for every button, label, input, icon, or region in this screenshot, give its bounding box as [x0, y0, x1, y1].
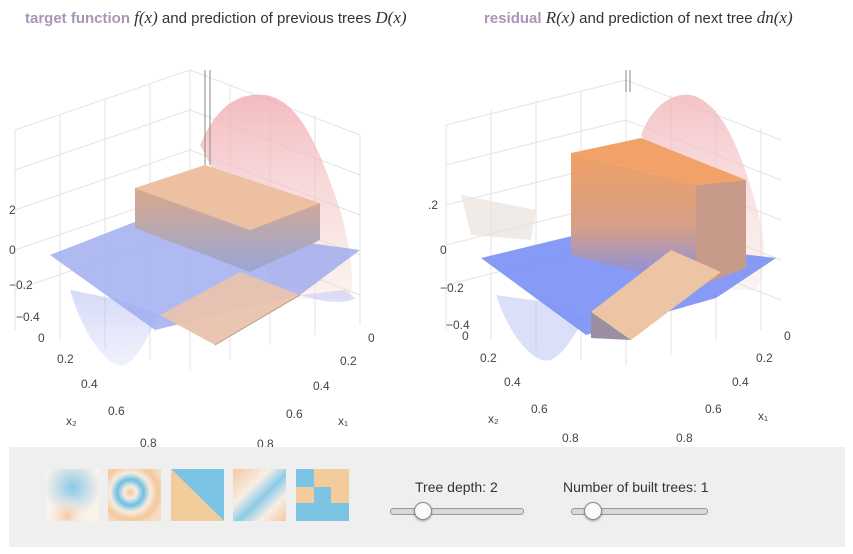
x1-axis-label: x₁	[758, 409, 768, 423]
function-thumbnail-diagonal-gradient[interactable]	[233, 469, 286, 521]
x1-tick: 0.4	[313, 379, 330, 393]
next-tree-front-slab	[591, 250, 721, 340]
next-tree-box-front	[571, 153, 696, 287]
x1-tick: 0.6	[705, 402, 722, 416]
x2-tick: 0	[38, 331, 45, 345]
prediction-front-slab	[160, 272, 300, 345]
function-thumbnail-rings[interactable]	[108, 469, 161, 521]
next-tree-box-right	[696, 180, 746, 287]
right-3d-plot[interactable]: .2 0 −0.2 −0.4 0 0.2 0.4 0.6 0.8 x₂ 0 0.…	[426, 40, 853, 445]
title-math-r: R(x)	[545, 8, 575, 27]
x2-axis-label: x₂	[66, 414, 77, 428]
diagonal-split-icon	[171, 469, 224, 521]
left-plot-canvas[interactable]: 2 0 −0.2 −0.4 0 0.2 0.4 0.6 0.8 x₂ 0 0.2…	[0, 40, 426, 451]
title-math-dn: dn(x)	[756, 8, 793, 27]
z-tick: −0.4	[446, 318, 470, 332]
x2-tick: 0.2	[57, 352, 74, 366]
tree-depth-slider-handle[interactable]	[414, 502, 432, 520]
rings-icon	[108, 469, 161, 521]
function-thumbnail-diagonal-split[interactable]	[171, 469, 224, 521]
z-tick: 2	[9, 203, 16, 217]
soft-blobs-icon	[46, 469, 99, 521]
x1-tick: 0.6	[286, 407, 303, 421]
x2-tick: 0.4	[81, 377, 98, 391]
tree-depth-slider-track[interactable]	[390, 508, 524, 515]
num-trees-slider-handle[interactable]	[584, 502, 602, 520]
prediction-box-side	[135, 188, 320, 272]
left-3d-plot[interactable]: 2 0 −0.2 −0.4 0 0.2 0.4 0.6 0.8 x₂ 0 0.2…	[0, 40, 426, 451]
x2-tick: 0.2	[480, 351, 497, 365]
x2-tick: 0.4	[504, 375, 521, 389]
title-keyword: target function	[25, 10, 130, 27]
z-tick: 0	[440, 243, 447, 257]
z-tick: −0.2	[9, 278, 33, 292]
left-plot-title: target function f(x) and prediction of p…	[25, 8, 407, 28]
title-text: and prediction of next tree	[574, 10, 757, 27]
x2-tick: 0.8	[562, 431, 579, 445]
right-plot-title: residual R(x) and prediction of next tre…	[484, 8, 793, 28]
x2-axis-label: x₂	[488, 412, 499, 426]
x1-tick: 0.8	[676, 431, 693, 445]
next-tree-box-top	[571, 138, 746, 185]
title-keyword: residual	[484, 10, 542, 27]
controls-panel: Tree depth: 2 Number of built trees: 1	[9, 447, 845, 547]
function-thumbnail-soft-blobs[interactable]	[46, 469, 99, 521]
x2-tick: 0.8	[140, 436, 157, 450]
x1-tick: 0	[368, 331, 375, 345]
function-thumbnail-checkerboard[interactable]	[296, 469, 349, 521]
x1-tick: 0.2	[756, 351, 773, 365]
prediction-box-top	[135, 165, 320, 230]
x1-tick: 0	[784, 329, 791, 343]
next-tree-front-slab-side	[591, 312, 631, 340]
axis-marker	[625, 70, 631, 92]
x1-tick: 0.2	[340, 354, 357, 368]
target-function-right-lobe	[300, 290, 355, 302]
x2-tick: 0.6	[108, 404, 125, 418]
right-plot-canvas[interactable]: .2 0 −0.2 −0.4 0 0.2 0.4 0.6 0.8 x₂ 0 0.…	[426, 40, 853, 445]
axis-marker	[204, 70, 211, 165]
x2-tick: 0	[462, 329, 469, 343]
title-text: and prediction of previous trees	[157, 10, 376, 27]
residual-left-ghost	[461, 195, 536, 240]
z-tick: −0.2	[440, 281, 464, 295]
title-math-f: f(x)	[134, 8, 158, 27]
tree-depth-label: Tree depth: 2	[415, 479, 498, 495]
title-math-d: D(x)	[375, 8, 407, 27]
x1-tick: 0.4	[732, 375, 749, 389]
x2-tick: 0.6	[531, 402, 548, 416]
diagonal-gradient-icon	[233, 469, 286, 521]
z-tick: −0.4	[16, 310, 40, 324]
x1-axis-label: x₁	[338, 414, 348, 428]
z-tick: .2	[428, 198, 438, 212]
z-tick: 0	[9, 243, 16, 257]
num-trees-slider-track[interactable]	[571, 508, 708, 515]
checkerboard-icon	[296, 469, 349, 521]
num-trees-label: Number of built trees: 1	[563, 479, 709, 495]
